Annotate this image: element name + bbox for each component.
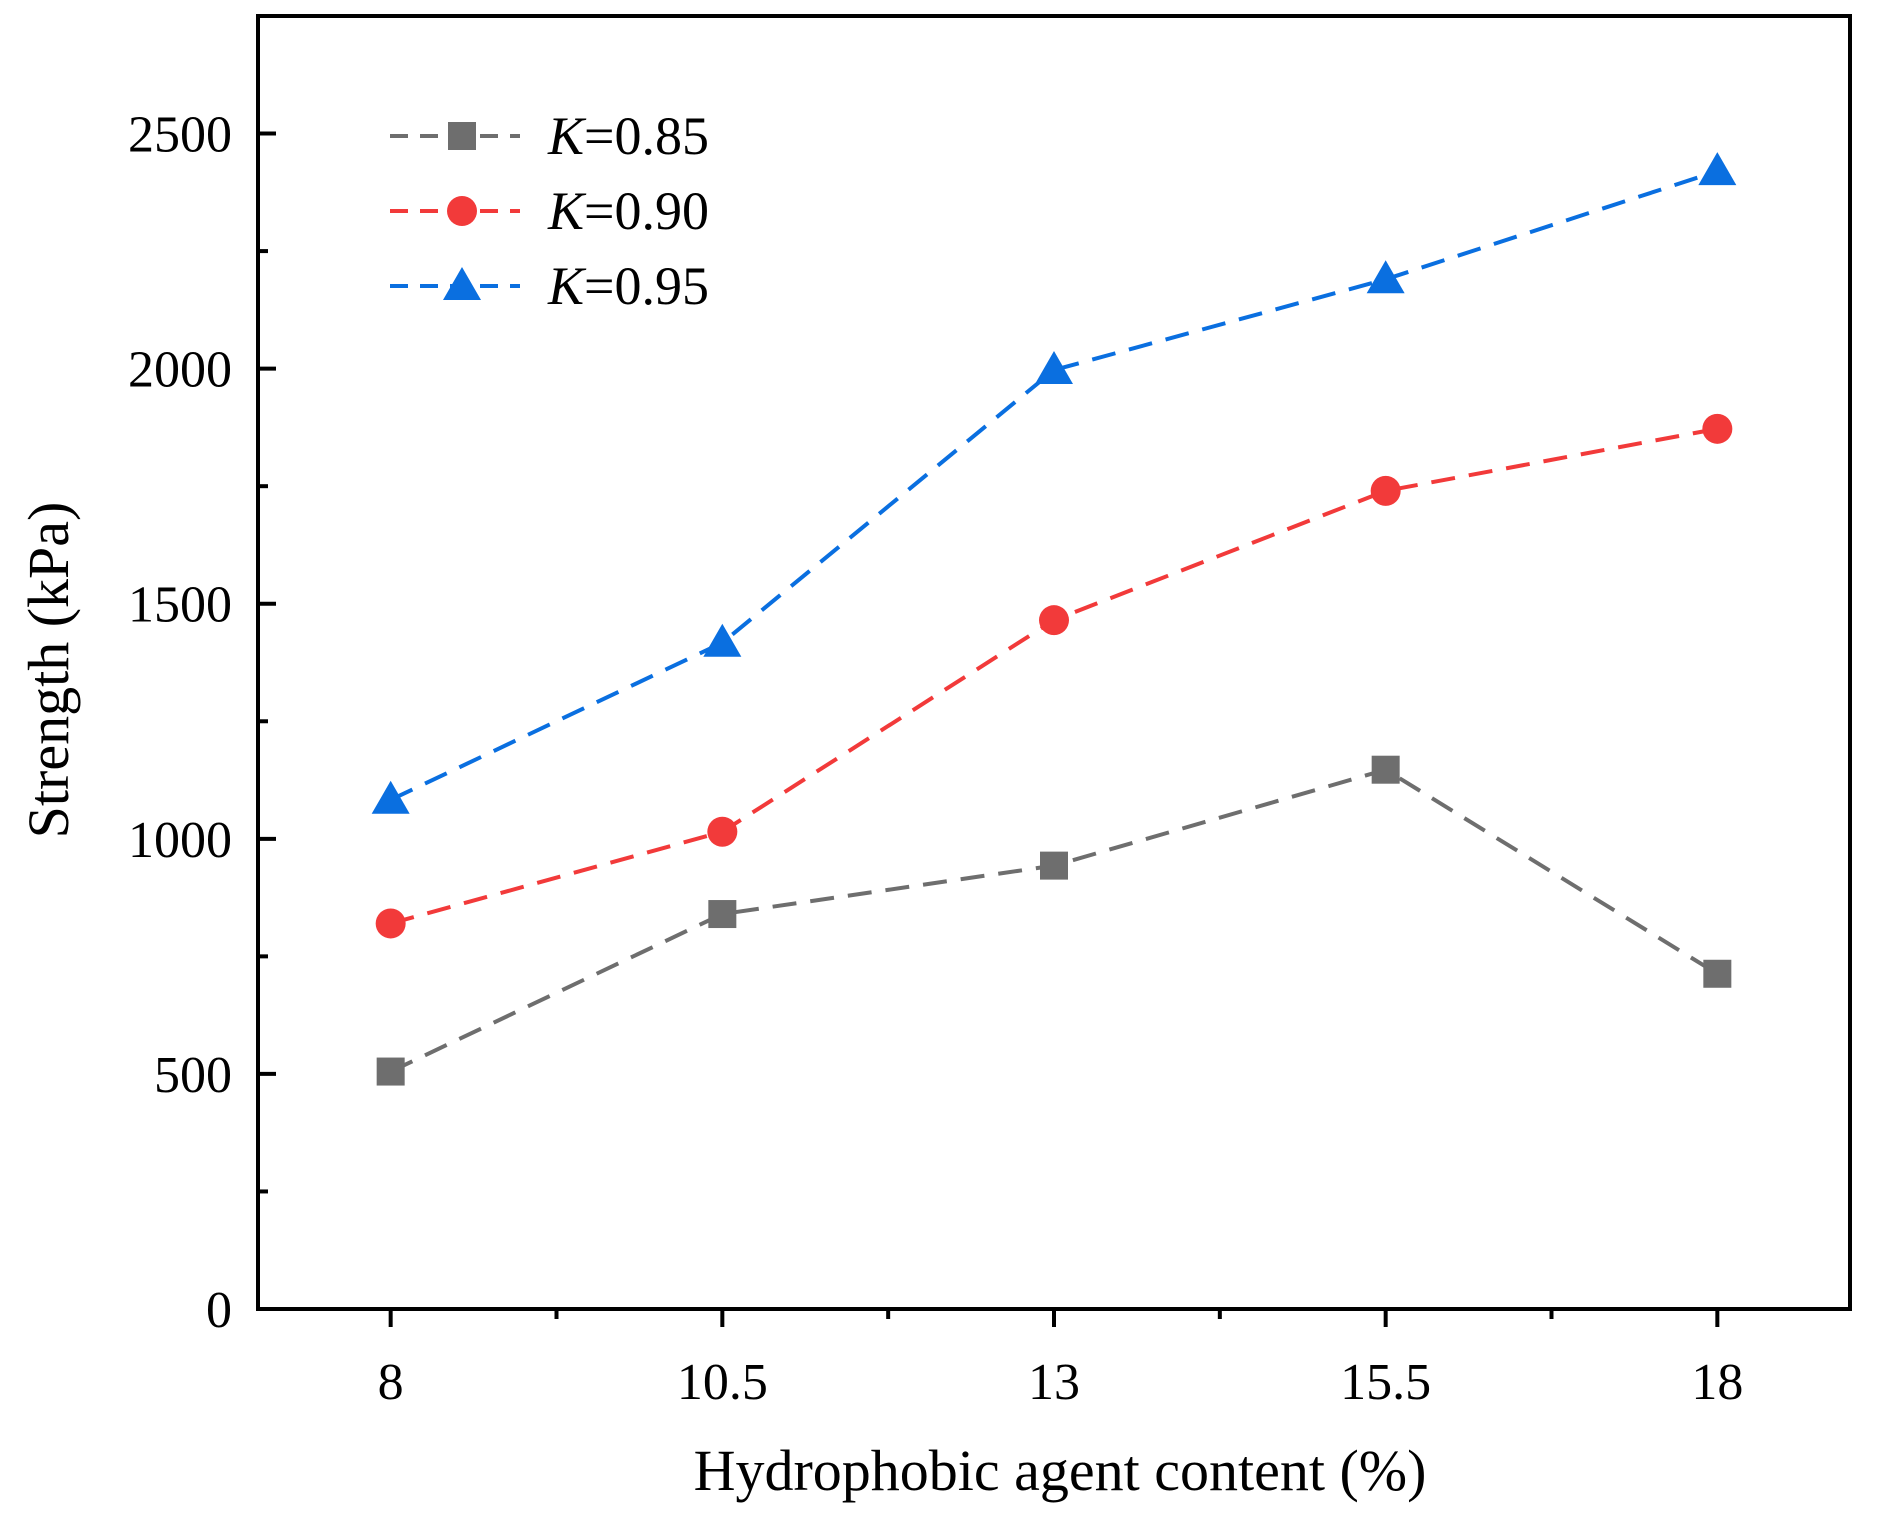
data-point-series-2 xyxy=(1039,605,1069,636)
series-line-1 xyxy=(389,767,1719,1074)
data-point-series-3 xyxy=(703,623,742,657)
y-tick-label: 1000 xyxy=(128,812,232,869)
axis-ticks xyxy=(258,131,1720,1327)
data-point-series-2 xyxy=(375,908,406,939)
legend-label: K=0.85 xyxy=(547,106,709,166)
legend-item-3: K=0.95 xyxy=(390,256,709,316)
data-point-series-1 xyxy=(376,1057,405,1086)
data-point-series-2 xyxy=(1370,475,1401,506)
data-point-series-1 xyxy=(1371,755,1400,784)
legend-marker xyxy=(448,122,476,150)
data-point-series-3 xyxy=(1366,260,1405,294)
plot-markers xyxy=(371,152,1737,1086)
data-point-series-1 xyxy=(1040,851,1068,880)
y-axis-title: Strength (kPa) xyxy=(16,502,81,839)
x-tick-label: 15.5 xyxy=(1340,1354,1431,1411)
data-point-series-2 xyxy=(707,816,738,847)
series-line-3 xyxy=(389,169,1718,802)
data-point-series-2 xyxy=(1702,413,1733,444)
x-tick-label: 8 xyxy=(378,1354,404,1411)
legend-item-2: K=0.90 xyxy=(390,181,709,241)
data-point-series-1 xyxy=(708,900,737,929)
x-tick-label: 10.5 xyxy=(677,1354,768,1411)
legend-label: K=0.90 xyxy=(547,181,709,241)
x-axis-title: Hydrophobic agent content (%) xyxy=(694,1438,1427,1503)
data-point-series-3 xyxy=(371,780,410,814)
data-point-series-3 xyxy=(1035,351,1073,385)
series-line-2 xyxy=(390,426,1718,926)
legend-marker xyxy=(447,196,477,226)
y-tick-label: 2500 xyxy=(128,107,232,164)
x-tick-label: 18 xyxy=(1691,1354,1743,1411)
data-point-series-3 xyxy=(1698,152,1737,186)
x-tick-label: 13 xyxy=(1028,1354,1080,1411)
legend-marker xyxy=(443,267,481,300)
y-tick-label: 0 xyxy=(206,1282,232,1339)
data-point-series-1 xyxy=(1703,959,1732,988)
y-tick-label: 2000 xyxy=(128,342,232,399)
y-tick-label: 500 xyxy=(154,1047,232,1104)
y-tick-label: 1500 xyxy=(128,577,232,634)
tick-labels: 0 500 1000 1500 2000 2500 8 10.5 13 15.5 18 xyxy=(128,107,1743,1411)
legend-item-1: K=0.85 xyxy=(390,106,709,166)
legend: K=0.85 K=0.90 K=0.95 xyxy=(390,106,709,316)
legend-label: K=0.95 xyxy=(547,256,709,316)
